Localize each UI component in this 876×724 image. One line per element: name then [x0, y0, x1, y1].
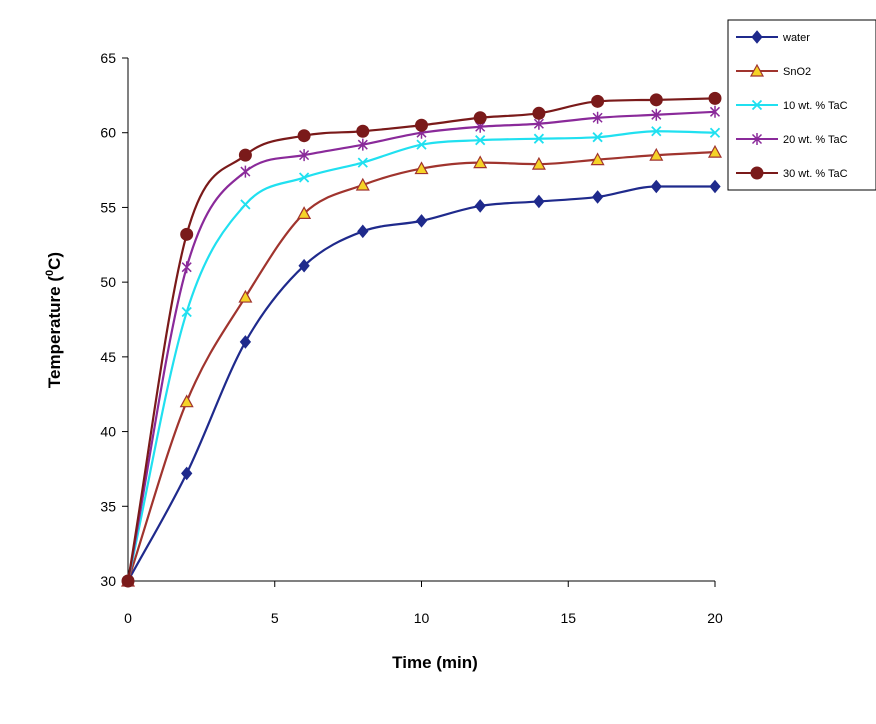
legend-marker: [750, 166, 764, 180]
series-3: [122, 126, 721, 587]
data-point: [592, 132, 603, 143]
data-point: [591, 190, 604, 204]
data-point: [299, 149, 310, 162]
legend-item: water: [736, 30, 810, 44]
data-point: [181, 261, 192, 274]
data-point: [651, 108, 662, 121]
data-point: [473, 155, 488, 169]
y-tick-label: 35: [100, 498, 116, 514]
data-point: [651, 126, 662, 137]
legend-marker: [751, 99, 763, 111]
data-point: [533, 133, 545, 144]
data-point: [357, 224, 369, 239]
legend-label: 30 wt. % TaC: [783, 168, 848, 180]
data-point: [239, 335, 252, 349]
data-point: [532, 106, 546, 120]
data-point: [355, 177, 370, 191]
legend-item: SnO2: [736, 63, 811, 78]
data-point: [357, 157, 368, 168]
legend-item: 30 wt. % TaC: [736, 166, 848, 180]
data-point: [180, 227, 194, 241]
data-point: [356, 124, 370, 138]
y-tick-label: 40: [100, 424, 116, 440]
data-point: [475, 135, 486, 146]
series-line: [126, 110, 716, 582]
y-axis-title-unit: C): [45, 252, 64, 270]
data-point: [238, 148, 252, 162]
data-point: [121, 574, 135, 588]
legend-marker: [751, 30, 763, 44]
data-point: [298, 172, 310, 183]
legend-item: 10 wt. % TaC: [736, 99, 848, 112]
data-point: [709, 179, 721, 194]
x-tick-label: 0: [124, 610, 132, 626]
data-point: [592, 111, 603, 124]
data-point: [181, 466, 193, 481]
legend-marker: [751, 133, 763, 145]
legend-item: 20 wt. % TaC: [736, 133, 848, 146]
x-tick-label: 20: [707, 610, 723, 626]
series-5: [121, 91, 722, 588]
legend-marker: [749, 63, 765, 77]
data-point: [709, 105, 721, 118]
y-tick-label: 30: [100, 573, 116, 589]
data-point: [298, 258, 310, 273]
series-2: [120, 144, 723, 587]
y-tick-label: 60: [100, 125, 116, 141]
legend-label: 20 wt. % TaC: [783, 134, 848, 146]
data-point: [650, 179, 662, 194]
y-axis-title-main: Temperature (: [45, 276, 64, 388]
axes: 30 35 40 45 50 55 60 65 0 5 10 15 20: [100, 50, 723, 626]
data-point: [708, 91, 722, 105]
data-point: [179, 394, 194, 408]
y-tick-label: 55: [100, 199, 116, 215]
data-point: [531, 156, 546, 170]
x-tick-label: 15: [560, 610, 576, 626]
data-point: [649, 93, 663, 107]
data-point: [415, 118, 428, 132]
y-tick-label: 50: [100, 274, 116, 290]
data-point: [240, 199, 251, 210]
data-point: [297, 129, 311, 143]
data-point: [649, 147, 664, 161]
data-point: [707, 144, 723, 158]
data-point: [473, 111, 487, 125]
data-point: [240, 165, 251, 178]
series-layer: [120, 91, 723, 588]
y-tick-label: 65: [100, 50, 116, 66]
data-point: [416, 139, 427, 150]
data-point: [709, 127, 721, 138]
x-axis-title: Time (min): [392, 653, 478, 672]
y-tick-label: 45: [100, 349, 116, 365]
data-point: [297, 206, 312, 220]
legend-label: 10 wt. % TaC: [783, 100, 848, 112]
data-point: [414, 161, 429, 175]
legend: water SnO2 10 wt. % TaC 20 wt. % TaC 30 wt. …: [727, 19, 876, 191]
data-point: [474, 199, 486, 213]
legend-label: SnO2: [783, 66, 811, 78]
legend-label: water: [782, 32, 810, 44]
data-point: [238, 289, 253, 303]
x-tick-label: 10: [414, 610, 430, 626]
data-point: [591, 94, 605, 108]
series-1: [122, 179, 721, 588]
data-point: [533, 194, 545, 209]
y-axis-title: Temperature (0C): [44, 252, 64, 388]
data-point: [357, 138, 368, 151]
y-axis-title-sup: 0: [44, 270, 56, 276]
x-tick-label: 5: [271, 610, 279, 626]
data-point: [181, 306, 192, 318]
data-point: [415, 214, 428, 228]
data-point: [590, 152, 605, 166]
series-line: [127, 185, 715, 582]
